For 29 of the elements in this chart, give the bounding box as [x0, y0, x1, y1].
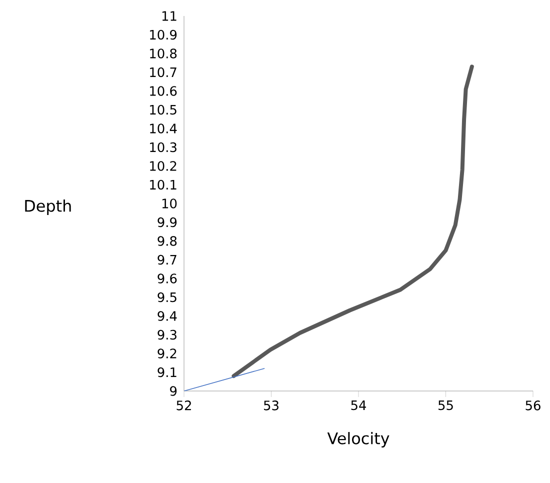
x-tick-label: 54	[351, 400, 366, 410]
y-tick-label: 10.9	[150, 30, 177, 40]
x-tick-label: 53	[264, 400, 278, 410]
y-tick-label: 10.1	[150, 180, 176, 190]
y-tick-label: 9.2	[158, 348, 176, 358]
x-tick-label: 56	[526, 400, 540, 410]
y-tick-label: 9.6	[158, 274, 177, 284]
x-tick-label: 52	[176, 400, 191, 410]
y-tick-label: 9.1	[158, 367, 176, 378]
y-tick-label: 10.2	[150, 161, 176, 171]
y-tick-label: 10	[162, 198, 177, 208]
y-tick-label: 10.5	[150, 104, 176, 115]
y-tick-label: 10.4	[150, 124, 177, 134]
y-tick-label: 9.4	[158, 311, 177, 321]
x-axis-title: Velocity	[327, 432, 390, 448]
y-tick-label: 10.3	[150, 142, 176, 152]
line-series	[232, 64, 474, 378]
y-tick-label: 9.7	[158, 254, 176, 265]
y-tick-label: 9.9	[158, 217, 177, 228]
y-tick-label: 9.8	[158, 236, 177, 246]
x-tick-label: 55	[438, 400, 453, 410]
y-tick-label: 9	[170, 386, 177, 396]
y-tick-label: 11	[162, 11, 176, 21]
y-tick-label: 9.5	[158, 292, 176, 302]
y-axis-title: Depth	[25, 200, 71, 215]
y-tick-label: 10.6	[150, 86, 177, 96]
y-tick-label: 9.3	[158, 330, 176, 340]
y-tick-label: 10.7	[150, 67, 176, 78]
y-tick-label: 10.8	[150, 48, 177, 58]
